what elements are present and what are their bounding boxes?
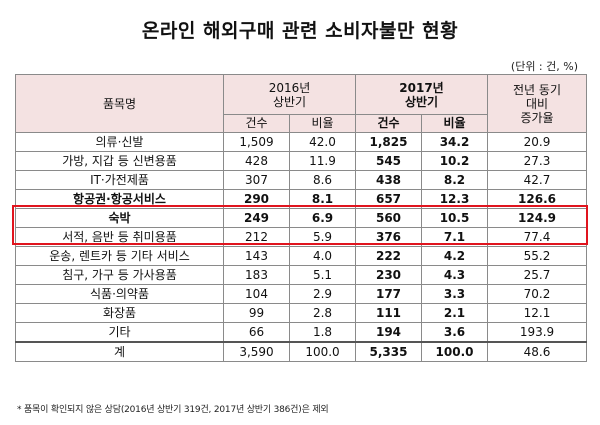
cell-count-2017: 5,335 (355, 341, 422, 362)
cell-count-2017: 194 (355, 322, 422, 343)
header-2017: 2017년 상반기 (354, 74, 489, 115)
header-growth: 전년 동기 대비 증가율 (487, 74, 588, 133)
cell-growth: 77.4 (487, 227, 588, 247)
cell-ratio-2016: 2.8 (289, 303, 356, 323)
cell-count-2016: 104 (223, 284, 290, 304)
cell-count-2016: 143 (223, 246, 290, 266)
cell-count-2016: 428 (223, 151, 290, 171)
table-row: 서적, 음반 등 취미용품 212 5.9 376 7.1 77.4 (15, 227, 588, 247)
cell-count-2016: 307 (223, 170, 290, 190)
cell-item: 기타 (15, 322, 224, 343)
cell-growth: 55.2 (487, 246, 588, 266)
table-row: 식품·의약품 104 2.9 177 3.3 70.2 (15, 284, 588, 304)
cell-ratio-2017: 10.2 (420, 151, 489, 171)
cell-count-2017: 230 (355, 265, 422, 285)
total-row: 계 3,590 100.0 5,335 100.0 48.6 (15, 341, 588, 362)
cell-count-2017: 560 (355, 208, 422, 228)
cell-item: 계 (15, 341, 224, 362)
cell-growth: 70.2 (487, 284, 588, 304)
cell-ratio-2016: 5.1 (289, 265, 356, 285)
header-ratio-2017: 비율 (420, 114, 489, 133)
cell-count-2017: 111 (355, 303, 422, 323)
footnote: * 품목이 확인되지 않은 상담(2016년 상반기 319건, 2017년 상… (17, 405, 329, 415)
cell-item: 의류·신발 (15, 132, 224, 152)
cell-ratio-2016: 6.9 (289, 208, 356, 228)
table-row: 운송, 렌트카 등 기타 서비스 143 4.0 222 4.2 55.2 (15, 246, 588, 266)
cell-count-2016: 212 (223, 227, 290, 247)
cell-ratio-2017: 8.2 (420, 170, 489, 190)
cell-ratio-2017: 4.2 (420, 246, 489, 266)
cell-ratio-2017: 7.1 (420, 227, 489, 247)
cell-count-2016: 99 (223, 303, 290, 323)
cell-count-2017: 545 (355, 151, 422, 171)
header-2016: 2016년 상반기 (223, 74, 356, 115)
cell-count-2017: 657 (355, 189, 422, 209)
cell-count-2016: 1,509 (223, 132, 290, 152)
cell-ratio-2017: 10.5 (420, 208, 489, 228)
cell-item: 화장품 (15, 303, 224, 323)
cell-growth: 42.7 (487, 170, 588, 190)
cell-growth: 193.9 (487, 322, 588, 343)
cell-count-2017: 438 (355, 170, 422, 190)
cell-item: IT·가전제품 (15, 170, 224, 190)
cell-item: 숙박 (15, 208, 224, 228)
cell-ratio-2016: 4.0 (289, 246, 356, 266)
cell-ratio-2017: 2.1 (420, 303, 489, 323)
header-count-2016: 건수 (223, 114, 290, 133)
cell-count-2017: 1,825 (355, 132, 422, 152)
cell-ratio-2016: 5.9 (289, 227, 356, 247)
table-row: 의류·신발 1,509 42.0 1,825 34.2 20.9 (15, 132, 588, 152)
cell-count-2017: 222 (355, 246, 422, 266)
cell-ratio-2016: 42.0 (289, 132, 356, 152)
table-row: 가방, 지갑 등 신변용품 428 11.9 545 10.2 27.3 (15, 151, 588, 171)
cell-growth: 12.1 (487, 303, 588, 323)
cell-ratio-2016: 11.9 (289, 151, 356, 171)
cell-ratio-2017: 3.3 (420, 284, 489, 304)
header-ratio-2016: 비율 (289, 114, 356, 133)
cell-item: 운송, 렌트카 등 기타 서비스 (15, 246, 224, 266)
header-count-2017: 건수 (355, 114, 422, 133)
cell-growth: 25.7 (487, 265, 588, 285)
cell-item: 항공권·항공서비스 (15, 189, 224, 209)
table-row: IT·가전제품 307 8.6 438 8.2 42.7 (15, 170, 588, 190)
complaints-table: 품목명 2016년 상반기 2017년 상반기 전년 동기 대비 증가율 건수 … (15, 74, 588, 362)
cell-count-2017: 177 (355, 284, 422, 304)
cell-ratio-2016: 1.8 (289, 322, 356, 343)
cell-growth: 126.6 (487, 189, 588, 209)
cell-ratio-2017: 3.6 (420, 322, 489, 343)
cell-item: 서적, 음반 등 취미용품 (15, 227, 224, 247)
cell-count-2016: 249 (223, 208, 290, 228)
cell-ratio-2017: 100.0 (420, 341, 489, 362)
cell-ratio-2017: 34.2 (420, 132, 489, 152)
cell-ratio-2016: 2.9 (289, 284, 356, 304)
cell-growth: 27.3 (487, 151, 588, 171)
cell-ratio-2017: 12.3 (420, 189, 489, 209)
cell-count-2017: 376 (355, 227, 422, 247)
cell-count-2016: 66 (223, 322, 290, 343)
cell-count-2016: 3,590 (223, 341, 290, 362)
cell-ratio-2016: 100.0 (289, 341, 356, 362)
cell-ratio-2017: 4.3 (420, 265, 489, 285)
table-row: 화장품 99 2.8 111 2.1 12.1 (15, 303, 588, 323)
cell-count-2016: 290 (223, 189, 290, 209)
table-row: 침구, 가구 등 가사용품 183 5.1 230 4.3 25.7 (15, 265, 588, 285)
table-title: 온라인 해외구매 관련 소비자불만 현황 (141, 20, 459, 42)
table-row: 항공권·항공서비스 290 8.1 657 12.3 126.6 (15, 189, 588, 209)
cell-item: 침구, 가구 등 가사용품 (15, 265, 224, 285)
cell-item: 식품·의약품 (15, 284, 224, 304)
table-row: 숙박 249 6.9 560 10.5 124.9 (15, 208, 588, 228)
cell-growth: 20.9 (487, 132, 588, 152)
unit-label: (단위 : 건, %) (510, 60, 578, 73)
cell-ratio-2016: 8.1 (289, 189, 356, 209)
header-item: 품목명 (15, 74, 224, 133)
cell-ratio-2016: 8.6 (289, 170, 356, 190)
cell-growth: 124.9 (487, 208, 588, 228)
cell-count-2016: 183 (223, 265, 290, 285)
table-row: 기타 66 1.8 194 3.6 193.9 (15, 322, 588, 343)
cell-growth: 48.6 (487, 341, 588, 362)
cell-item: 가방, 지갑 등 신변용품 (15, 151, 224, 171)
